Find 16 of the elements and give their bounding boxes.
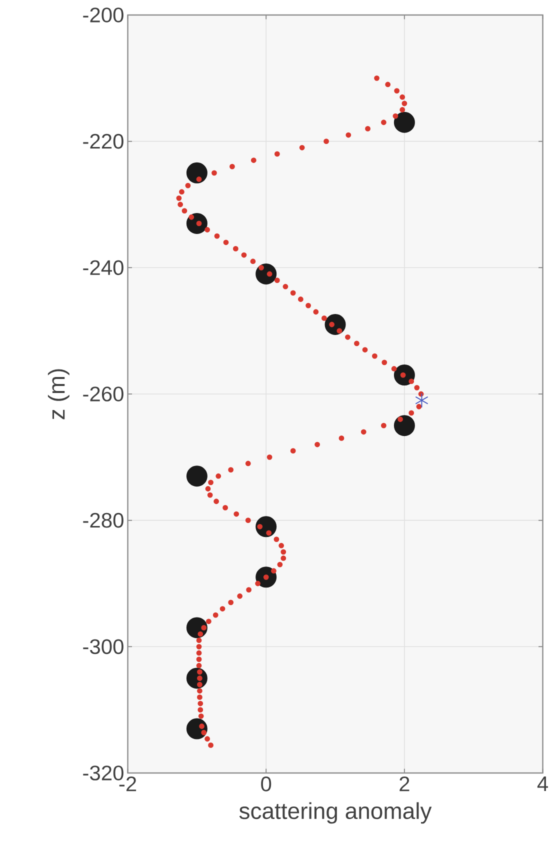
x-axis-title: scattering anomaly — [239, 802, 432, 824]
y-tick-label: -260 — [83, 386, 124, 402]
y-tick-label: -220 — [83, 134, 124, 149]
point — [186, 162, 208, 184]
point — [415, 392, 428, 408]
y-tick-label: -300 — [83, 639, 124, 654]
y-tick-label: -240 — [83, 260, 124, 276]
x-tick-label: 0 — [261, 776, 272, 792]
y-axis-title: z (m) — [48, 369, 70, 420]
point — [394, 112, 416, 133]
point — [394, 415, 416, 436]
point — [186, 466, 208, 487]
y-tick-label: -200 — [83, 8, 124, 22]
x-tick-label: 2 — [400, 776, 410, 792]
y-tick-label: -280 — [83, 512, 124, 528]
x-tick-label: 4 — [538, 776, 548, 791]
